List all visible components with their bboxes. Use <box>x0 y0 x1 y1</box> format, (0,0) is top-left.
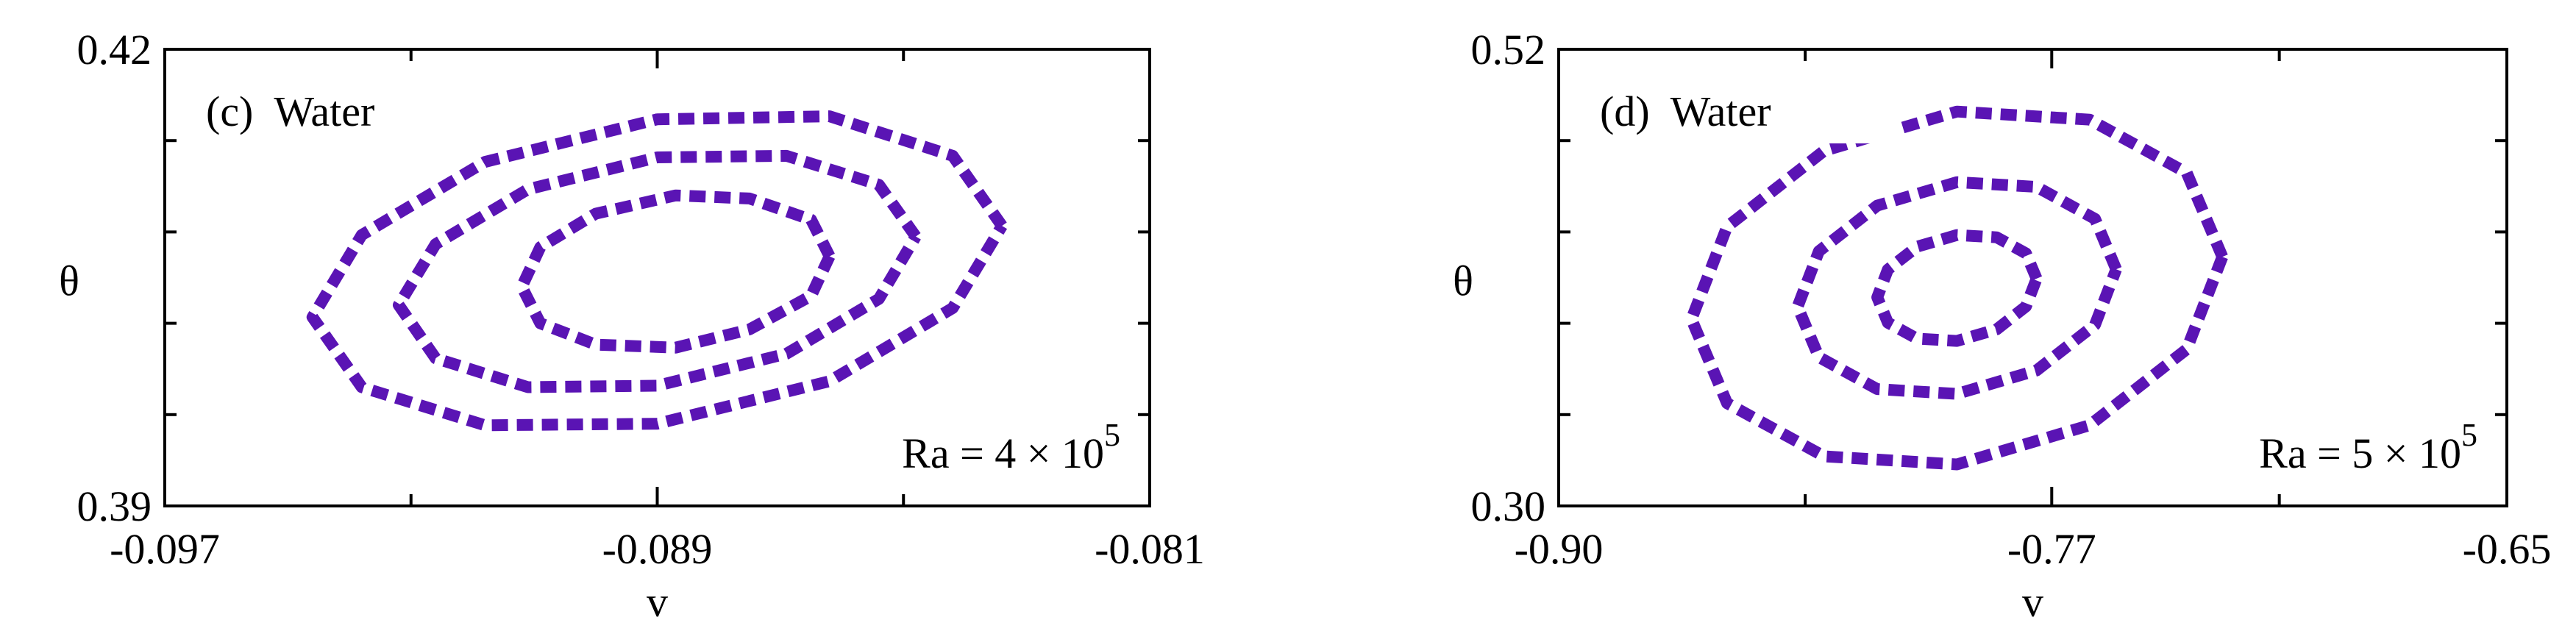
trajectory <box>516 189 836 354</box>
x-axis-label: v <box>2022 578 2043 626</box>
x-tick-label: -0.081 <box>1095 525 1205 573</box>
annotation-text: Ra = 4 × 10 <box>902 429 1104 477</box>
panel-label: (d) Water <box>1600 88 1771 135</box>
trajectory <box>393 149 921 393</box>
x-axis-label: v <box>647 578 668 626</box>
x-tick-label: -0.77 <box>2007 525 2096 573</box>
y-axis-label: θ <box>59 257 79 305</box>
plot-frame <box>1557 48 2508 507</box>
annotation-superscript: 5 <box>1104 417 1120 453</box>
y-tick-label: 0.30 <box>1471 482 1546 530</box>
x-tick-label: -0.089 <box>602 525 713 573</box>
trajectory <box>306 110 1008 432</box>
annotation: Ra = 4 × 105 <box>902 417 1120 477</box>
y-tick-label: 0.42 <box>77 26 152 74</box>
annotation: Ra = 5 × 105 <box>2259 417 2477 477</box>
trajectory <box>1871 229 2043 347</box>
x-tick-label: -0.097 <box>110 525 220 573</box>
label-background <box>194 70 503 143</box>
y-tick-label: 0.39 <box>77 482 152 530</box>
y-tick-label: 0.52 <box>1471 26 1546 74</box>
x-tick-label: -0.90 <box>1515 525 1604 573</box>
trajectory <box>1791 176 2122 400</box>
trajectory <box>1685 105 2228 471</box>
annotation-superscript: 5 <box>2461 417 2477 453</box>
annotation-text: Ra = 5 × 10 <box>2259 429 2461 477</box>
x-tick-label: -0.65 <box>2463 525 2552 573</box>
panel-label: (c) Water <box>206 88 374 135</box>
y-axis-label: θ <box>1453 257 1473 305</box>
label-background <box>1588 70 1897 143</box>
